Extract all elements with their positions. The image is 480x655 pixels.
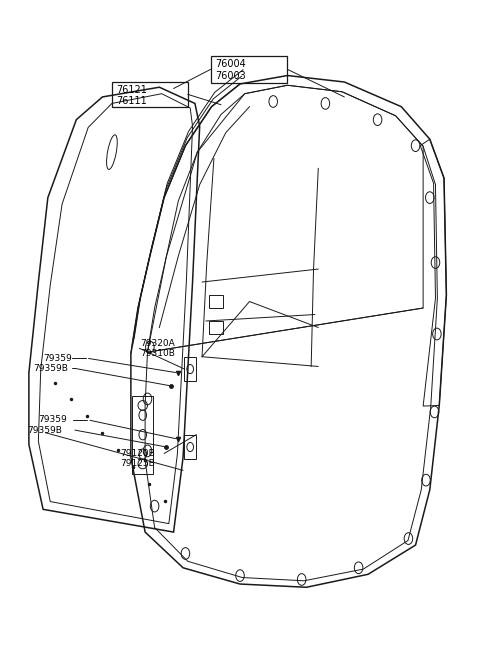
- Text: 79320A: 79320A: [140, 339, 175, 348]
- Text: 76004: 76004: [216, 60, 246, 69]
- Bar: [112, 82, 188, 107]
- Bar: [209, 321, 223, 334]
- Text: 76111: 76111: [117, 96, 147, 107]
- Bar: [209, 295, 223, 308]
- Text: 76003: 76003: [216, 71, 246, 81]
- Bar: [184, 357, 196, 381]
- Text: 79120B: 79120B: [120, 449, 155, 458]
- Text: 79359: 79359: [43, 354, 72, 362]
- Text: 79125B: 79125B: [120, 459, 155, 468]
- Bar: [211, 56, 288, 83]
- Text: 79359B: 79359B: [34, 364, 69, 373]
- Text: 79359B: 79359B: [27, 426, 62, 435]
- Text: 79359: 79359: [38, 415, 67, 424]
- Bar: [132, 396, 154, 474]
- Text: 76121: 76121: [117, 85, 147, 96]
- Text: 79310B: 79310B: [140, 349, 175, 358]
- Bar: [184, 435, 196, 459]
